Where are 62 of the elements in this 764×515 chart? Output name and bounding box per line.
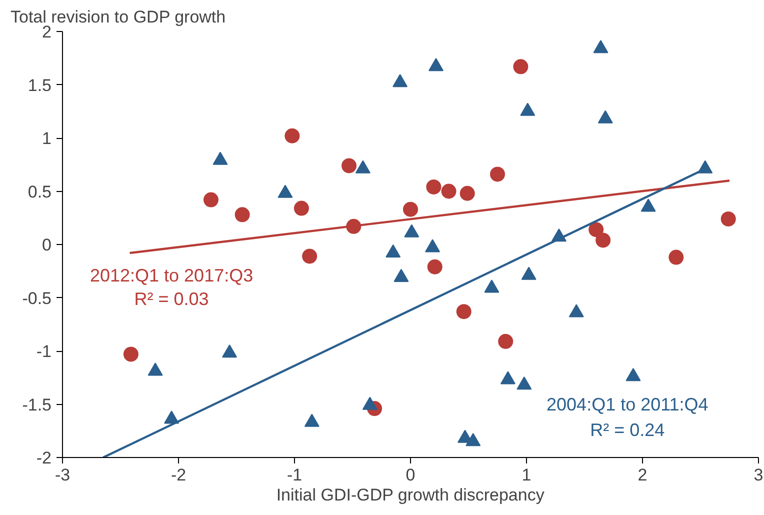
- annotation: R² = 0.03: [134, 288, 209, 309]
- x-tick-label: 0: [406, 466, 416, 484]
- point: [362, 396, 378, 410]
- point: [513, 59, 528, 74]
- y-tick-label: 1.5: [28, 76, 52, 95]
- point: [425, 239, 440, 252]
- point: [222, 344, 238, 358]
- point: [426, 180, 442, 194]
- point: [342, 158, 357, 174]
- point: [355, 160, 370, 174]
- point: [520, 102, 536, 116]
- annotation: 2004:Q1 to 2011:Q4: [546, 394, 708, 414]
- point: [404, 224, 420, 238]
- y-tick-label: -1: [36, 342, 52, 361]
- point: [403, 202, 418, 217]
- point: [668, 250, 684, 265]
- x-tick-label: -2: [170, 466, 186, 484]
- point: [640, 198, 656, 212]
- point: [498, 334, 514, 349]
- point: [441, 184, 456, 199]
- x-axis-title: Initial GDI-GDP growth discrepancy: [276, 486, 545, 504]
- point: [284, 128, 300, 144]
- point: [148, 362, 163, 376]
- annotation: R² = 0.24: [590, 420, 665, 440]
- point: [428, 58, 444, 72]
- point: [484, 280, 500, 293]
- point: [568, 304, 584, 318]
- point: [386, 244, 401, 258]
- y-tick-label: -2: [36, 448, 52, 468]
- point: [598, 110, 613, 124]
- x-tick-label: 2: [638, 466, 648, 484]
- point: [212, 152, 228, 165]
- point: [302, 248, 318, 264]
- point: [294, 200, 309, 216]
- x-tick-label: -1: [286, 466, 302, 484]
- point: [521, 266, 536, 280]
- point: [304, 414, 320, 427]
- x-tick-label: 1: [522, 466, 532, 484]
- point: [490, 166, 505, 182]
- point: [588, 222, 604, 238]
- point: [427, 259, 442, 274]
- point: [500, 371, 516, 384]
- point: [516, 376, 532, 390]
- annotation: 2012:Q1 to 2017:Q3: [90, 265, 254, 286]
- point: [234, 207, 250, 222]
- point: [720, 211, 736, 226]
- point: [593, 40, 608, 54]
- x-tick-label: 3: [754, 466, 764, 484]
- point: [466, 432, 481, 446]
- point: [626, 368, 641, 382]
- point: [596, 232, 611, 248]
- point: [394, 268, 409, 282]
- point: [278, 184, 293, 198]
- y-tick-label: 0: [42, 236, 52, 254]
- point: [392, 74, 408, 88]
- point: [203, 192, 218, 208]
- y-tick-label: -1.5: [22, 395, 52, 414]
- point: [460, 186, 475, 201]
- y-tick-label: -0.5: [22, 288, 52, 308]
- x-tick-label: -3: [54, 466, 70, 484]
- y-tick-label: 0.5: [28, 182, 52, 202]
- y-tick-label: 1: [42, 129, 52, 148]
